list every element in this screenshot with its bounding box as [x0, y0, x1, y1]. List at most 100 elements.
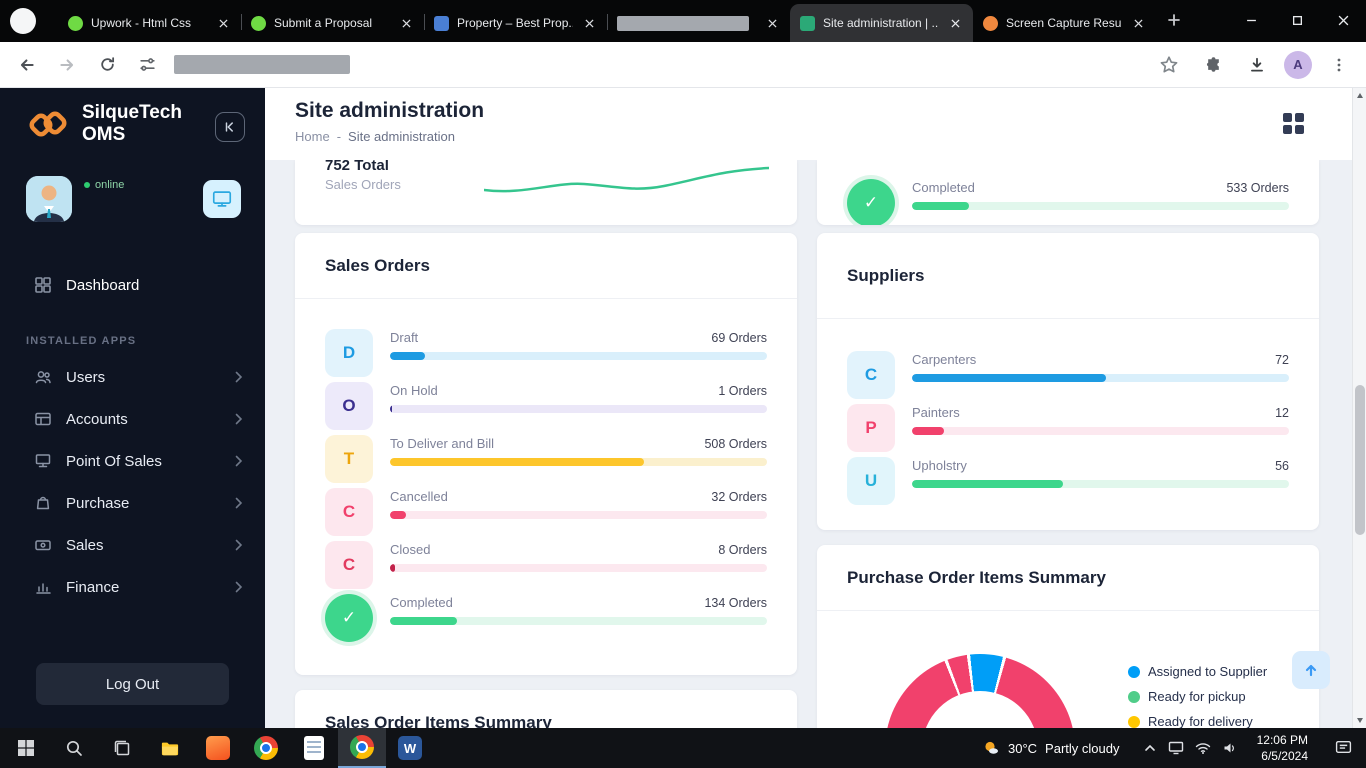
downloads-icon[interactable] [1240, 48, 1274, 82]
profile-avatar[interactable]: A [1284, 50, 1312, 79]
chevron-right-icon [235, 581, 243, 593]
check-icon: ✓ [863, 193, 879, 212]
accounts-icon [34, 410, 52, 428]
screen-share-button[interactable] [203, 180, 241, 218]
browser-tab-active[interactable]: Site administration | ... [790, 4, 973, 42]
tab-close-icon[interactable] [947, 15, 963, 31]
notes-app-icon[interactable] [290, 728, 338, 768]
taskbar-clock[interactable]: 12:06 PM 6/5/2024 [1257, 732, 1308, 764]
status-tile: ✓ [325, 594, 373, 642]
order-status-row: ✓ Completed 533 Orders [847, 179, 1289, 225]
breadcrumb-separator: - [336, 129, 342, 144]
sidebar-item-dashboard[interactable]: Dashboard [0, 264, 265, 306]
breadcrumb-home[interactable]: Home [295, 129, 330, 144]
site-settings-icon[interactable] [130, 48, 164, 82]
progress-fill [390, 617, 458, 625]
browser-tab[interactable]: Screen Capture Resul... [973, 4, 1156, 42]
status-count: 134 Orders [704, 596, 767, 610]
upwork-favicon-icon [251, 15, 266, 31]
sales-orders-total: 752 Total [325, 160, 389, 174]
window-maximize-button[interactable] [1274, 0, 1320, 40]
status-label: Draft [390, 330, 419, 345]
tab-search-icon[interactable] [10, 8, 36, 34]
chrome-icon[interactable] [242, 728, 290, 768]
chrome-active-icon[interactable] [338, 728, 386, 768]
card-title: Sales Orders [325, 255, 430, 275]
card-title: Suppliers [847, 265, 925, 285]
tab-close-icon[interactable] [215, 15, 231, 31]
taskbar-search-icon[interactable] [50, 728, 98, 768]
logout-button[interactable]: Log Out [36, 663, 229, 705]
action-center-icon[interactable] [1335, 739, 1352, 756]
sidebar-item-point-of-sales[interactable]: Point Of Sales [0, 440, 265, 482]
forward-icon[interactable] [50, 48, 84, 82]
supplier-tile: U [847, 457, 895, 505]
tray-speaker-icon[interactable] [1222, 740, 1238, 756]
browser-tab-redacted[interactable] [607, 4, 790, 42]
supplier-count: 56 [1275, 459, 1289, 473]
extensions-icon[interactable] [1196, 48, 1230, 82]
tray-chevron-up-icon[interactable] [1143, 741, 1157, 755]
sidebar-item-purchase[interactable]: Purchase [0, 482, 265, 524]
tab-close-icon[interactable] [581, 15, 597, 31]
word-icon[interactable]: W [386, 728, 434, 768]
page-header: Site administration Home - Site administ… [265, 88, 1352, 160]
page-title: Site administration [295, 99, 485, 122]
card-title: Purchase Order Items Summary [847, 567, 1106, 587]
status-tile: D [325, 329, 373, 377]
scrollbar-down-icon[interactable] [1356, 716, 1364, 724]
file-explorer-icon[interactable] [146, 728, 194, 768]
browser-menu-icon[interactable] [1322, 48, 1356, 82]
url-bar-redacted[interactable] [174, 55, 350, 74]
layout-grid-icon[interactable] [1283, 113, 1304, 134]
sidebar-item-finance[interactable]: Finance [0, 566, 265, 608]
status-label: Cancelled [390, 489, 448, 504]
tab-close-icon[interactable] [1130, 15, 1146, 31]
tray-wifi-icon[interactable] [1195, 740, 1211, 756]
pos-icon [34, 452, 52, 470]
page-scrollbar[interactable] [1352, 88, 1366, 728]
task-view-icon[interactable] [98, 728, 146, 768]
order-status-row: T To Deliver and Bill 508 Orders [325, 435, 767, 483]
tab-close-icon[interactable] [765, 15, 780, 31]
progress-fill [912, 374, 1106, 382]
redacted-tab-title [617, 15, 750, 31]
sidebar-item-label: Dashboard [66, 276, 140, 294]
sidebar-collapse-button[interactable] [215, 112, 245, 142]
scrollbar-thumb[interactable] [1355, 385, 1365, 535]
back-icon[interactable] [10, 48, 44, 82]
brand-name-line1: SilqueTech [82, 102, 182, 123]
window-minimize-button[interactable] [1228, 0, 1274, 40]
sidebar-item-users[interactable]: Users [0, 356, 265, 398]
breadcrumb: Home - Site administration [295, 129, 455, 144]
weather-widget[interactable]: 30°C Partly cloudy [982, 728, 1119, 768]
sidebar-item-sales[interactable]: Sales [0, 524, 265, 566]
recorder-app-icon[interactable] [194, 728, 242, 768]
new-tab-button[interactable] [1165, 11, 1183, 29]
progress-fill [390, 458, 645, 466]
finance-icon [34, 578, 52, 596]
browser-tab[interactable]: Property – Best Prop... [424, 4, 607, 42]
scroll-to-top-button[interactable] [1292, 651, 1330, 689]
sidebar-item-accounts[interactable]: Accounts [0, 398, 265, 440]
browser-tab[interactable]: Submit a Proposal [241, 4, 424, 42]
legend-item: Ready for delivery [1128, 709, 1267, 734]
reload-icon[interactable] [90, 48, 124, 82]
supplier-label: Upholstry [912, 458, 967, 473]
user-row[interactable]: online [26, 176, 245, 222]
sales-orders-card: Sales Orders D Draft 69 Orders O On Hold 1… [295, 233, 797, 675]
supplier-tile: P [847, 404, 895, 452]
window-close-button[interactable] [1320, 0, 1366, 40]
bookmark-star-icon[interactable] [1152, 48, 1186, 82]
scrollbar-up-icon[interactable] [1356, 92, 1364, 100]
browser-tab[interactable]: Upwork - Html Css [58, 4, 241, 42]
tray-display-icon[interactable] [1168, 740, 1184, 756]
progress-fill [390, 405, 392, 413]
status-tile: C [325, 541, 373, 589]
start-button[interactable] [2, 728, 50, 768]
sales-orders-total-card: 752 Total Sales Orders [295, 160, 797, 225]
purchase-orders-completed-card: ✓ Completed 533 Orders [817, 160, 1319, 225]
order-status-row: C Closed 8 Orders [325, 541, 767, 589]
legend-label: Ready for pickup [1148, 689, 1246, 704]
tab-close-icon[interactable] [398, 15, 414, 31]
